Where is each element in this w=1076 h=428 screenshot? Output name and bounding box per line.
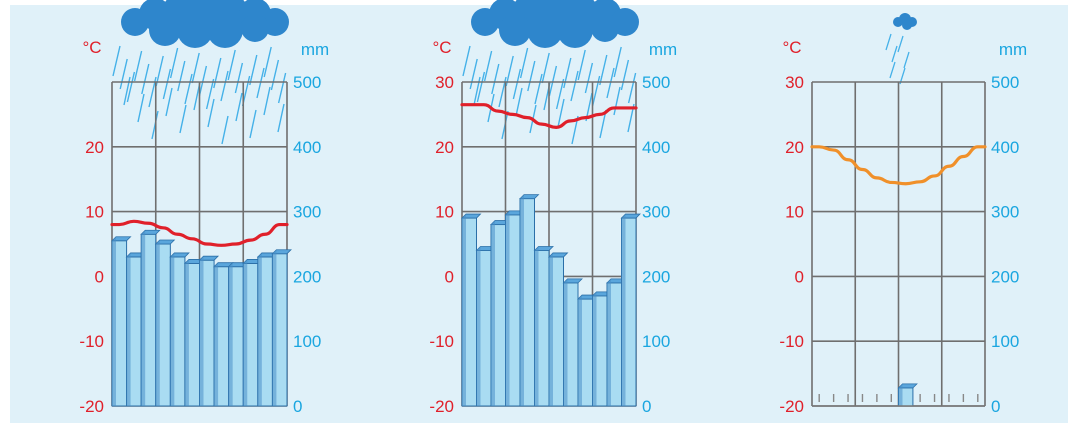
precipitation-bar <box>620 213 641 407</box>
precipitation-unit-label: mm <box>999 40 1027 59</box>
precipitation-bar <box>548 252 569 407</box>
temperature-tick-label: -10 <box>79 332 104 351</box>
precipitation-bar <box>111 236 132 407</box>
temperature-line <box>460 103 638 129</box>
precipitation-tick-label: 200 <box>642 267 670 286</box>
precipitation-bars <box>461 194 641 407</box>
temperature-curve <box>810 145 987 186</box>
temperature-tick-label: 0 <box>795 267 804 286</box>
temperature-axis-ticks: -20 -10 0 10 20 30 <box>429 73 454 416</box>
precipitation-bars <box>812 383 985 407</box>
temperature-tick-label: 20 <box>435 138 454 157</box>
temperature-tick-label: 10 <box>435 203 454 222</box>
precipitation-bar <box>533 246 554 407</box>
precipitation-axis-ticks: 0 100 200 300 400 500 <box>293 73 321 416</box>
precipitation-bar <box>256 252 278 407</box>
temperature-line <box>810 145 987 186</box>
precipitation-axis-ticks: 0 100 200 300 400 500 <box>642 73 670 416</box>
precipitation-bar <box>519 194 540 407</box>
precipitation-tick-label: 200 <box>991 267 1019 286</box>
temperature-tick-label: 0 <box>445 267 454 286</box>
precipitation-bar <box>271 249 292 407</box>
precipitation-tick-label: 500 <box>991 73 1019 92</box>
temperature-axis-ticks: -20 -10 0 10 20 <box>79 138 104 416</box>
heavy-rain-cloud-icon <box>112 0 289 145</box>
light-rain-cloud-icon <box>885 13 917 85</box>
temperature-axis-ticks: -20 -10 0 10 20 30 <box>779 73 804 416</box>
climate-chart-2: °C mm -20 -10 0 10 20 30 0 100 200 300 400 500 <box>429 0 677 416</box>
precipitation-tick-label: 400 <box>642 138 670 157</box>
precipitation-tick-label: 300 <box>642 203 670 222</box>
precipitation-tick-label: 500 <box>642 73 670 92</box>
precipitation-tick-label: 200 <box>293 267 321 286</box>
temperature-tick-label: -10 <box>429 332 454 351</box>
precipitation-bar <box>606 278 627 407</box>
precipitation-tick-label: 0 <box>991 397 1000 416</box>
precipitation-tick-label: 0 <box>293 397 302 416</box>
precipitation-bar <box>242 259 263 407</box>
precipitation-bar <box>198 255 220 407</box>
temperature-unit-label: °C <box>782 38 801 57</box>
climate-chart-1: °C mm -20 -10 0 10 20 0 100 200 300 400 500 <box>79 0 329 416</box>
temperature-tick-label: 20 <box>785 138 804 157</box>
temperature-tick-label: -20 <box>779 397 804 416</box>
temperature-tick-label: 20 <box>85 138 104 157</box>
precipitation-bar <box>227 262 249 407</box>
temperature-curve <box>460 103 638 129</box>
precipitation-bar <box>169 252 190 407</box>
precipitation-tick-label: 300 <box>293 203 321 222</box>
precipitation-bars <box>111 229 292 407</box>
precipitation-tick-label: 0 <box>642 397 651 416</box>
temperature-unit-label: °C <box>82 38 101 57</box>
precipitation-bar <box>577 294 598 407</box>
temperature-tick-label: 10 <box>85 203 104 222</box>
precipitation-bar <box>183 259 205 407</box>
precipitation-unit-label: mm <box>301 40 329 59</box>
temperature-tick-label: 10 <box>785 203 804 222</box>
precipitation-tick-label: 100 <box>293 332 321 351</box>
temperature-line <box>110 219 289 247</box>
temperature-tick-label: 30 <box>435 73 454 92</box>
precipitation-bar <box>140 229 161 407</box>
temperature-tick-label: -20 <box>79 397 104 416</box>
precipitation-tick-label: 300 <box>991 203 1019 222</box>
precipitation-tick-label: 400 <box>293 138 321 157</box>
precipitation-bar <box>154 239 176 407</box>
precipitation-axis-ticks: 0 100 200 300 400 500 <box>991 73 1019 416</box>
precipitation-tick-label: 100 <box>991 332 1019 351</box>
grid-and-axes <box>811 81 986 407</box>
precipitation-tick-label: 100 <box>642 332 670 351</box>
precipitation-tick-label: 400 <box>991 138 1019 157</box>
precipitation-unit-label: mm <box>649 40 677 59</box>
heavy-rain-cloud-icon <box>462 0 639 145</box>
temperature-unit-label: °C <box>432 38 451 57</box>
precipitation-bar <box>125 252 147 407</box>
temperature-tick-label: -10 <box>779 332 804 351</box>
temperature-tick-label: 30 <box>785 73 804 92</box>
climate-chart-3: °C mm -20 -10 0 10 20 30 0 100 200 300 400 500 <box>779 13 1027 416</box>
precipitation-bar <box>504 210 525 407</box>
temperature-tick-label: -20 <box>429 397 454 416</box>
precipitation-bar <box>475 246 496 407</box>
temperature-curve <box>110 219 289 247</box>
precipitation-tick-label: 500 <box>293 73 321 92</box>
temperature-tick-label: 0 <box>95 267 104 286</box>
precipitation-bar <box>490 220 511 407</box>
